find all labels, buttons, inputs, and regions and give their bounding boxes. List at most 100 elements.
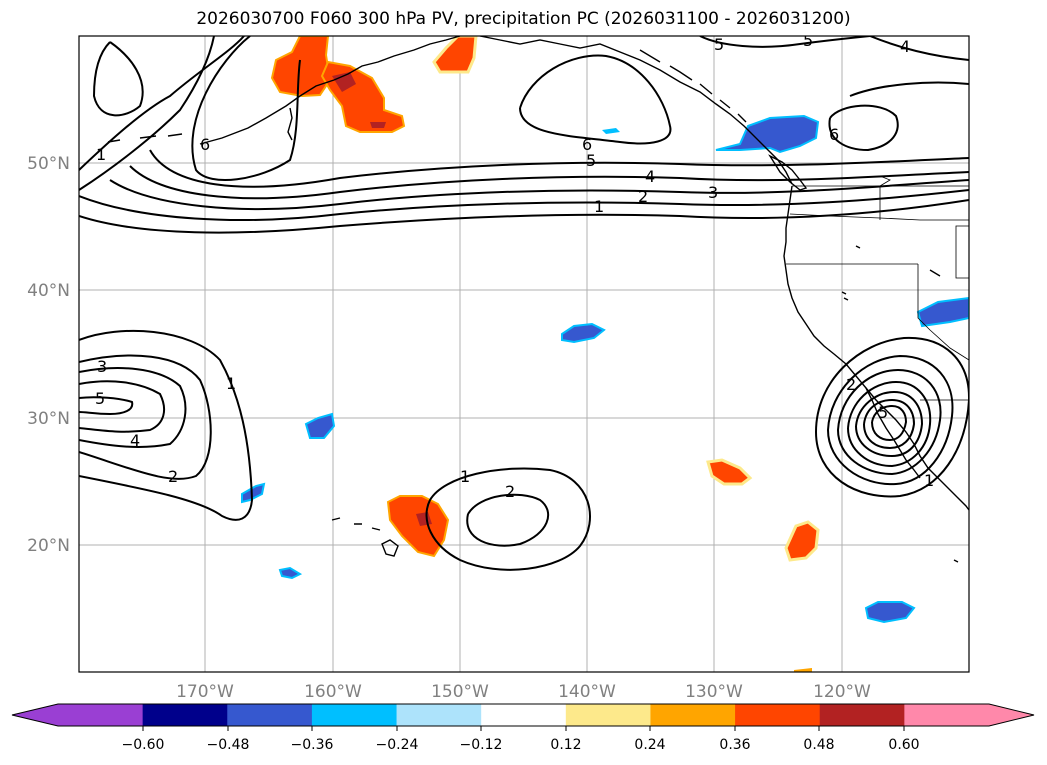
pv-contour-np-6 [191,36,301,181]
lat-label-40n: 40°N [27,281,70,301]
colorbar-tick-label: 0.12 [550,737,581,753]
pv-contour-cl-2 [827,354,954,486]
colorbar-tick-label: 0.36 [719,737,750,753]
pv-contour-cl-1 [815,336,969,498]
precip-blob-alaska-east [432,36,478,74]
colorbar-over-arrow [989,704,1034,726]
lon-label-160w: 160°W [304,682,362,702]
latitude-labels: 50°N 40°N 30°N 20°N [27,154,70,556]
colorbar-tick-label: −0.60 [122,737,165,753]
contour-label: 5 [878,403,888,422]
pv-contour-wl-5 [79,396,134,416]
pv-contour-labels: 1 6 5 5 4 6 5 4 2 3 1 6 3 5 4 2 1 1 2 2 … [95,35,934,501]
precip-core-alaska [332,72,356,92]
contour-label: 1 [96,145,106,164]
contour-label: 2 [168,467,178,486]
precip-positive-blobs [270,36,820,672]
precip-neg-117w [864,601,916,624]
pv-contour-cl-3 [837,368,942,476]
contour-label: 1 [594,197,604,216]
colorbar-under-arrow [12,704,58,726]
pv-contour-north-6b [849,81,969,97]
lon-label-130w: 130°W [685,682,743,702]
colorbar-tick-label: 0.60 [888,737,919,753]
contour-label: 3 [97,357,107,376]
pv-contour-st-2 [466,493,550,547]
longitude-labels: 170°W 160°W 150°W 140°W 130°W 120°W [176,682,871,702]
contour-label: 2 [505,482,515,501]
plot-area [79,36,969,672]
lon-label-120w: 120°W [813,682,871,702]
pv-contour-hudson [828,104,899,152]
colorbar-segment [819,704,905,726]
colorbar-tick-label: −0.36 [291,737,334,753]
precip-blob-bottom [794,668,812,672]
pv-contour-band-3 [109,179,969,210]
colorbar-tick-label: −0.48 [207,737,250,753]
contour-label: 6 [582,135,592,154]
contour-label: 5 [714,35,724,54]
colorbar-segment [311,704,398,726]
colorbar-segment [227,704,313,726]
colorbar-tick-labels: −0.60 −0.48 −0.36 −0.24 −0.12 0.12 0.24 … [122,737,920,753]
pv-contour-wl-1 [79,329,254,521]
colorbar-outline [11,703,1035,727]
colorbar: −0.60 −0.48 −0.36 −0.24 −0.12 0.12 0.24 … [11,703,1035,753]
colorbar-segments [58,704,990,726]
pv-contours [79,36,969,571]
contour-label: 2 [846,375,856,394]
coastline-gulf-alaska [479,36,793,185]
pv-contour-ak-cell [519,54,672,145]
precip-neg-140w [561,322,606,344]
contour-label: 6 [200,135,210,154]
lon-label-140w: 140°W [558,682,616,702]
pv-contour-st-1 [425,467,591,571]
pv-contour-band-1 [79,199,969,234]
precip-blob-123w [784,520,820,562]
precip-core-alaska-2 [370,122,386,128]
contour-label: 1 [460,467,470,486]
precip-neg-166w [241,482,266,504]
precip-blob-130w [706,458,753,486]
contour-label: 3 [708,183,718,202]
lon-label-150w: 150°W [431,682,489,702]
border-canada-inner [879,175,891,187]
pv-contour-np-1 [79,36,245,171]
colorbar-tick-label: −0.24 [376,737,419,753]
lat-label-50n: 50°N [27,154,70,174]
pv-contour-band-4 [129,165,969,200]
contour-label: 5 [95,389,105,408]
colorbar-ticks [142,726,905,731]
contour-label: 6 [829,125,839,144]
contour-label: 1 [226,374,236,393]
precip-blob-alaska-west [270,36,332,98]
contour-label: 4 [130,431,140,450]
pv-contour-cl-6 [863,398,916,450]
pv-contour-cl-4 [847,380,932,468]
contour-label: 4 [645,167,655,186]
lon-label-170w: 170°W [176,682,234,702]
lat-label-30n: 30°N [27,409,70,429]
precip-neg-small-140w [602,128,620,134]
coastline-hawaii-1 [331,517,381,531]
contour-label: 4 [900,37,910,56]
colorbar-segment [58,704,144,726]
colorbar-segment [565,704,652,726]
colorbar-segment [650,704,736,726]
pv-contour-np-aleut [92,41,144,117]
coastline-alaska-peninsula [199,36,461,145]
colorbar-tick-label: 0.24 [634,737,665,753]
pv-contour-north-5 [699,36,871,48]
contour-label: 1 [924,471,934,490]
colorbar-tick-label: −0.12 [460,737,503,753]
border-nv-id [879,186,969,279]
pv-contour-np-2 [79,36,215,191]
map-title: 2026030700 F060 300 hPa PV, precipitatio… [196,9,851,29]
pv-contour-north-4 [869,36,969,61]
colorbar-tick-label: 0.48 [803,737,834,753]
precip-neg-163w [278,566,303,580]
pv-contour-wl-3 [79,367,187,448]
coastline-aleutians-2 [287,107,293,141]
contour-label: 5 [586,151,596,170]
